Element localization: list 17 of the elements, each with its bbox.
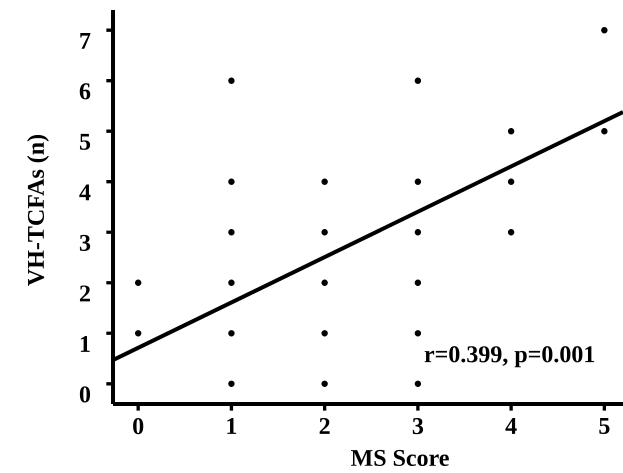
x-tick-label: 4 (505, 418, 517, 434)
x-axis-title: MS Score (350, 450, 449, 466)
y-tick-label: 0 (80, 386, 90, 403)
x-tick-label: 1 (227, 418, 236, 434)
y-tick-label: 2 (80, 285, 90, 302)
annotation: r=0.399, p=0.001 (424, 346, 594, 368)
y-tick-label: 4 (79, 184, 91, 200)
x-tick-label: 3 (412, 418, 424, 434)
y-tick-label: 3 (80, 234, 90, 251)
y-tick-label: 7 (80, 32, 90, 49)
x-tick-label: 0 (133, 418, 144, 434)
y-tick-label: 5 (80, 134, 90, 150)
y-tick-label: 1 (80, 336, 90, 352)
x-tick-label: 5 (599, 418, 610, 434)
y-axis-title: VH-TCFAs (n) (27, 134, 49, 286)
y-tick-label: 6 (80, 83, 90, 100)
x-tick-label: 2 (320, 418, 330, 434)
